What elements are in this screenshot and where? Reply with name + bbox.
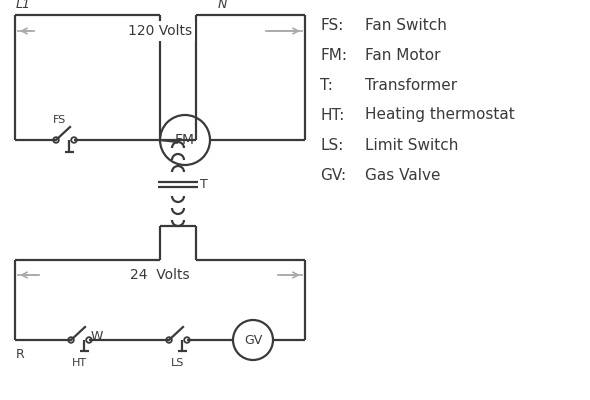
Text: LS:: LS: bbox=[320, 138, 343, 152]
Text: L1: L1 bbox=[16, 0, 31, 11]
Text: Limit Switch: Limit Switch bbox=[365, 138, 458, 152]
Text: GV:: GV: bbox=[320, 168, 346, 182]
Text: R: R bbox=[16, 348, 25, 361]
Text: FM:: FM: bbox=[320, 48, 347, 62]
Text: LS: LS bbox=[171, 358, 185, 368]
Text: GV: GV bbox=[244, 334, 262, 346]
Text: FM: FM bbox=[175, 133, 195, 147]
Text: HT: HT bbox=[71, 358, 87, 368]
Text: Gas Valve: Gas Valve bbox=[365, 168, 441, 182]
Text: HT:: HT: bbox=[320, 108, 345, 122]
Text: T:: T: bbox=[320, 78, 333, 92]
Text: FS:: FS: bbox=[320, 18, 343, 32]
Text: T: T bbox=[200, 178, 208, 191]
Text: Fan Motor: Fan Motor bbox=[365, 48, 441, 62]
Text: Heating thermostat: Heating thermostat bbox=[365, 108, 514, 122]
Text: FS: FS bbox=[53, 115, 67, 125]
Text: Fan Switch: Fan Switch bbox=[365, 18, 447, 32]
Text: Transformer: Transformer bbox=[365, 78, 457, 92]
Text: W: W bbox=[91, 330, 103, 344]
Text: N: N bbox=[218, 0, 227, 11]
Text: 24  Volts: 24 Volts bbox=[130, 268, 190, 282]
Text: 120 Volts: 120 Volts bbox=[128, 24, 192, 38]
